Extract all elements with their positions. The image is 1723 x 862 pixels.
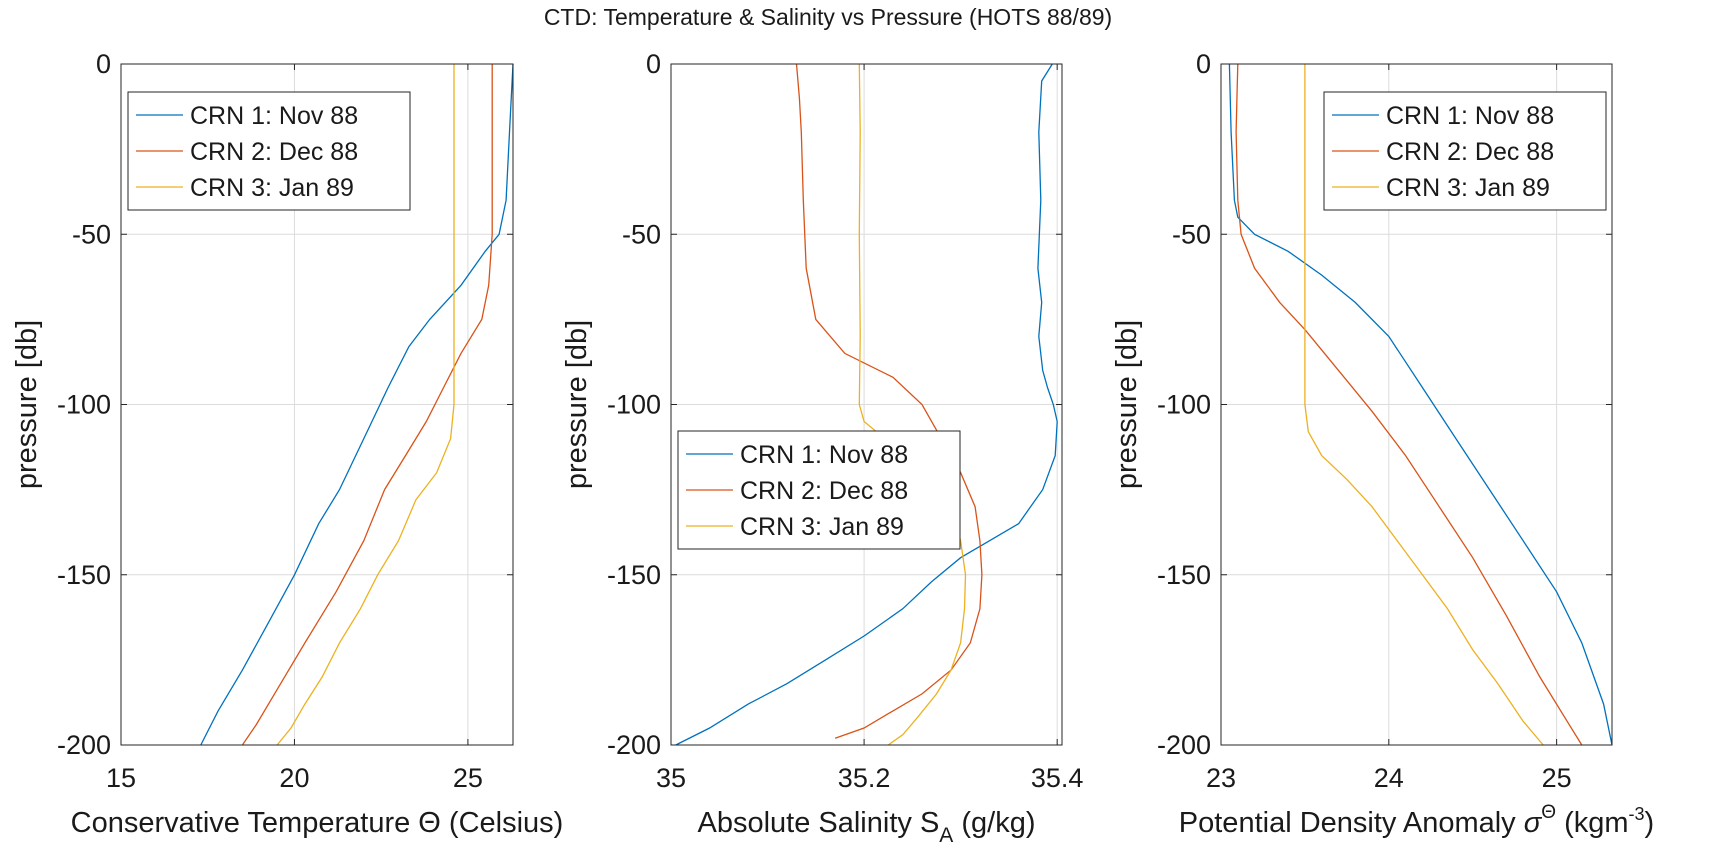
x-tick-label: 35 [656, 763, 686, 793]
y-tick-label: -100 [1157, 390, 1211, 420]
legend: CRN 1: Nov 88 CRN 2: Dec 88 CRN 3: Jan 89 [677, 430, 961, 550]
y-tick-label: -50 [622, 219, 661, 249]
y-axis-label: pressure [db] [1111, 320, 1143, 489]
legend-entry: CRN 2: Dec 88 [1386, 138, 1554, 166]
x-axis-label: Absolute Salinity SA (g/kg) [697, 807, 1035, 847]
x-axis-label-part: A [939, 824, 953, 847]
x-axis-label-part: (g/kg) [953, 807, 1035, 839]
series-line-2 [1235, 63, 1583, 746]
legend-entry: CRN 3: Jan 89 [190, 174, 354, 202]
x-axis-label-part: Θ [418, 807, 441, 839]
figure-title: CTD: Temperature & Salinity vs Pressure … [544, 4, 1112, 30]
x-axis-label-part: σ [1524, 807, 1543, 839]
panel-1: 15 20 25 0 -50 -100 -150 -200 pressure [db] Conse… [11, 49, 563, 839]
y-tick-label: -50 [72, 219, 111, 249]
x-tick-label: 20 [279, 763, 309, 793]
y-axis-label: pressure [db] [11, 320, 43, 489]
x-axis-label-part: Potential Density Anomaly [1179, 807, 1524, 839]
x-axis-label-part: Conservative Temperature [71, 807, 419, 839]
x-tick-label: 25 [1542, 763, 1572, 793]
legend-entry: CRN 2: Dec 88 [190, 138, 358, 166]
y-tick-label: -200 [1157, 730, 1211, 760]
x-axis-label-part: ) [1645, 807, 1655, 839]
x-axis-label: Potential Density Anomaly σΘ (kgm-3) [1179, 802, 1654, 839]
y-tick-label: -100 [57, 390, 111, 420]
series-line-1 [200, 63, 514, 746]
legend-entry: CRN 1: Nov 88 [740, 441, 908, 469]
series-line-3 [276, 64, 455, 746]
y-tick-label: -200 [57, 730, 111, 760]
x-tick-label: 15 [106, 763, 136, 793]
panel-3: 23 24 25 0 -50 -100 -150 -200 pressure [db] Poten… [1111, 49, 1654, 839]
y-tick-label: 0 [646, 49, 661, 79]
y-tick-label: 0 [1196, 49, 1211, 79]
y-tick-label: -100 [607, 390, 661, 420]
legend-entry: CRN 1: Nov 88 [190, 102, 358, 130]
legend-entry: CRN 2: Dec 88 [740, 477, 908, 505]
x-axis-label-part: Θ [1541, 802, 1556, 823]
series-line-2 [241, 64, 493, 746]
x-tick-label: 25 [453, 763, 483, 793]
x-axis-label-part: (kgm [1556, 807, 1629, 839]
x-axis-label-part: -3 [1629, 804, 1645, 824]
x-tick-label: 35.4 [1031, 763, 1084, 793]
x-tick-label: 23 [1206, 763, 1236, 793]
legend-entry: CRN 3: Jan 89 [740, 513, 904, 541]
x-tick-label: 24 [1374, 763, 1404, 793]
y-tick-label: -150 [1157, 560, 1211, 590]
x-axis-label-part: Absolute Salinity S [697, 807, 939, 839]
y-tick-label: -150 [607, 560, 661, 590]
legend: CRN 1: Nov 88 CRN 2: Dec 88 CRN 3: Jan 89 [127, 91, 411, 211]
y-tick-label: -150 [57, 560, 111, 590]
series-line-3 [1304, 64, 1544, 746]
series-line-1 [675, 63, 1058, 746]
x-axis-label: Conservative Temperature Θ (Celsius) [71, 807, 564, 839]
series-line-1 [1228, 63, 1613, 746]
legend-entry: CRN 1: Nov 88 [1386, 102, 1554, 130]
y-tick-label: 0 [96, 49, 111, 79]
y-tick-label: -200 [607, 730, 661, 760]
y-tick-label: -50 [1172, 219, 1211, 249]
y-axis-label: pressure [db] [561, 320, 593, 489]
panel-2: 35 35.2 35.4 0 -50 -100 -150 -200 pressure [db] A… [561, 49, 1083, 847]
legend: CRN 1: Nov 88 CRN 2: Dec 88 CRN 3: Jan 89 [1323, 91, 1607, 211]
legend-entry: CRN 3: Jan 89 [1386, 174, 1550, 202]
x-axis-label-part: (Celsius) [441, 807, 563, 839]
series-line-2 [795, 63, 983, 739]
x-tick-label: 35.2 [838, 763, 891, 793]
